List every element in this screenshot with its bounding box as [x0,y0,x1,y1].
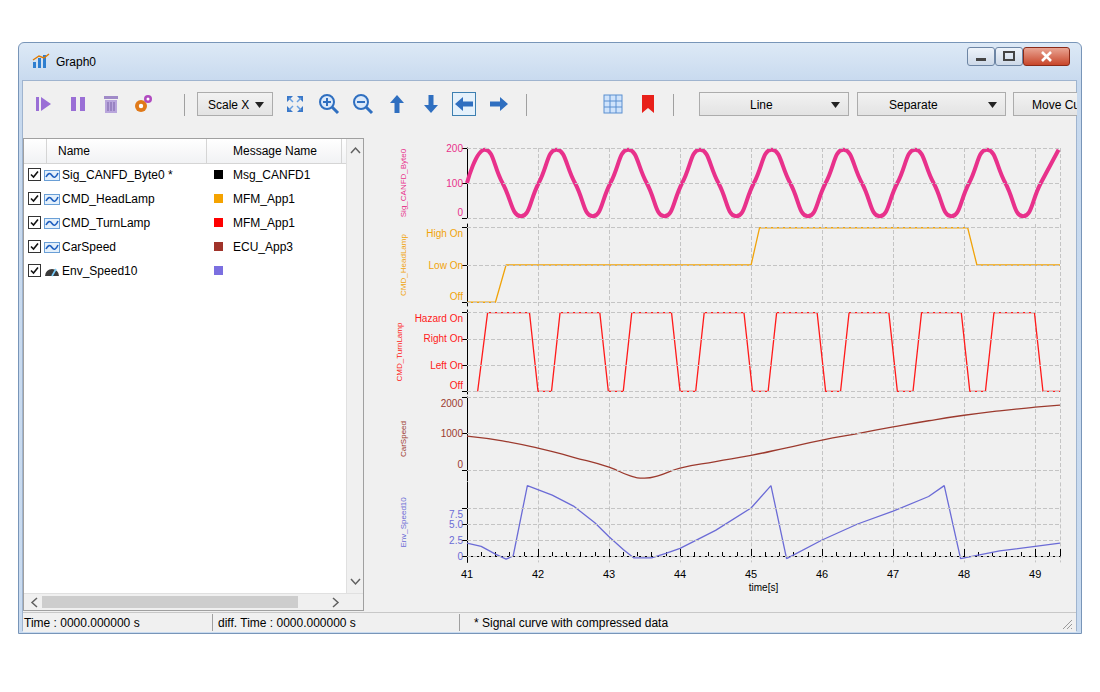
html-text:Msg_CANFD1: Msg_CANFD1 [233,168,311,182]
html-text:Name: Name [58,144,90,158]
svg-text:5.0: 5.0 [449,519,463,530]
html-text:diff. Time : 0000.000000 s: diff. Time : 0000.000000 s [218,616,356,630]
html-text:Line: Line [750,98,773,112]
svg-text:46: 46 [816,568,828,580]
svg-text:48: 48 [958,568,970,580]
svg-text:Hazard On: Hazard On [415,313,463,324]
svg-text:0: 0 [457,207,463,218]
svg-text:0: 0 [457,459,463,470]
svg-text:47: 47 [887,568,899,580]
html-text:MFM_App1: MFM_App1 [233,216,295,230]
html-text:Graph0: Graph0 [56,55,96,69]
html-text:Sig_CANFD_Byte0 *: Sig_CANFD_Byte0 * [62,168,173,182]
svg-text:2000: 2000 [441,398,464,409]
svg-text:Off: Off [450,291,463,302]
svg-text:Off: Off [450,380,463,391]
svg-text:7.5: 7.5 [449,509,463,520]
svg-text:CarSpeed: CarSpeed [399,421,408,457]
svg-text:2.5: 2.5 [449,535,463,546]
svg-text:100: 100 [446,178,463,189]
html-text:* Signal curve with compressed: * Signal curve with compressed data [474,616,669,630]
svg-text:High On: High On [426,228,463,239]
svg-text:time[s]: time[s] [749,582,779,593]
svg-text:Env_Speed10: Env_Speed10 [399,497,408,548]
svg-text:200: 200 [446,143,463,154]
svg-text:42: 42 [532,568,544,580]
svg-text:49: 49 [1029,568,1041,580]
svg-text:Sig_CANFD_Byte0: Sig_CANFD_Byte0 [399,148,408,217]
svg-text:CMD_HeadLamp: CMD_HeadLamp [399,234,408,296]
html-text:CMD_TurnLamp: CMD_TurnLamp [62,216,151,230]
svg-text:45: 45 [745,568,757,580]
html-text:Separate: Separate [889,98,938,112]
svg-text:0: 0 [457,551,463,562]
html-text:Scale X: Scale X [208,98,250,112]
html-text:CarSpeed: CarSpeed [62,240,116,254]
svg-text:1000: 1000 [441,428,464,439]
svg-text:41: 41 [461,568,473,580]
html-text:Env_Speed10: Env_Speed10 [62,264,138,278]
html-text:CMD_HeadLamp: CMD_HeadLamp [62,192,155,206]
svg-text:CMD_TurnLamp: CMD_TurnLamp [395,322,404,381]
html-text:MFM_App1: MFM_App1 [233,192,295,206]
svg-text:43: 43 [603,568,615,580]
html-text:Message Name: Message Name [233,144,317,158]
html-text:ECU_App3: ECU_App3 [233,240,293,254]
html-text:Time : 0000.000000 s: Time : 0000.000000 s [24,616,140,630]
svg-text:Right On: Right On [424,333,463,344]
svg-text:Low On: Low On [429,260,463,271]
svg-text:Left On: Left On [430,360,463,371]
svg-text:44: 44 [674,568,686,580]
